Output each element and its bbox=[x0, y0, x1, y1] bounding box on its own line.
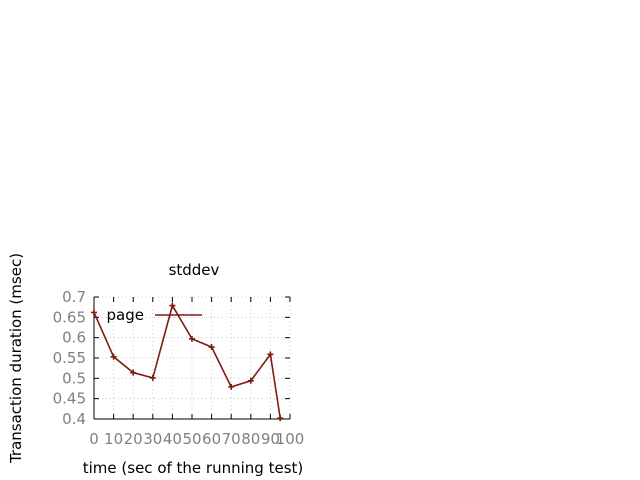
x-tick-label: 90 bbox=[261, 430, 280, 448]
legend-label: page bbox=[107, 306, 144, 324]
x-tick-label: 30 bbox=[143, 430, 162, 448]
x-tick-label: 80 bbox=[241, 430, 260, 448]
y-tick-label: 0.65 bbox=[53, 308, 86, 326]
x-tick-label: 40 bbox=[163, 430, 182, 448]
x-tick-label: 60 bbox=[202, 430, 221, 448]
data-point-marker bbox=[228, 383, 235, 390]
x-axis-label: time (sec of the running test) bbox=[83, 459, 304, 477]
data-point-marker bbox=[208, 344, 215, 351]
series-layer bbox=[91, 302, 284, 422]
x-tick-label: 70 bbox=[222, 430, 241, 448]
y-tick-label: 0.45 bbox=[53, 390, 86, 408]
y-tick-label: 0.7 bbox=[62, 288, 86, 306]
y-tick-label: 0.55 bbox=[53, 349, 86, 367]
data-point-marker bbox=[267, 351, 274, 358]
x-tick-label: 20 bbox=[124, 430, 143, 448]
x-tick-label: 100 bbox=[276, 430, 305, 448]
legend: page bbox=[107, 306, 202, 324]
y-axis-label: Transaction duration (msec) bbox=[7, 253, 25, 464]
data-point-marker bbox=[247, 377, 254, 384]
y-tick-label: 0.5 bbox=[62, 369, 86, 387]
y-axis-ticks: 0.4 0.45 0.5 0.55 0.6 0.65 0.7 bbox=[53, 288, 290, 428]
x-tick-label: 50 bbox=[182, 430, 201, 448]
chart-title: stddev bbox=[169, 261, 220, 279]
data-point-marker bbox=[130, 369, 137, 376]
data-point-marker bbox=[110, 353, 117, 360]
x-tick-label: 0 bbox=[89, 430, 99, 448]
y-tick-label: 0.4 bbox=[62, 410, 86, 428]
x-tick-label: 10 bbox=[104, 430, 123, 448]
data-point-marker bbox=[189, 335, 195, 342]
data-point-marker bbox=[169, 302, 176, 309]
data-point-marker bbox=[277, 415, 284, 422]
data-point-marker bbox=[149, 374, 156, 381]
y-tick-label: 0.6 bbox=[62, 329, 86, 347]
data-point-marker bbox=[91, 309, 97, 316]
